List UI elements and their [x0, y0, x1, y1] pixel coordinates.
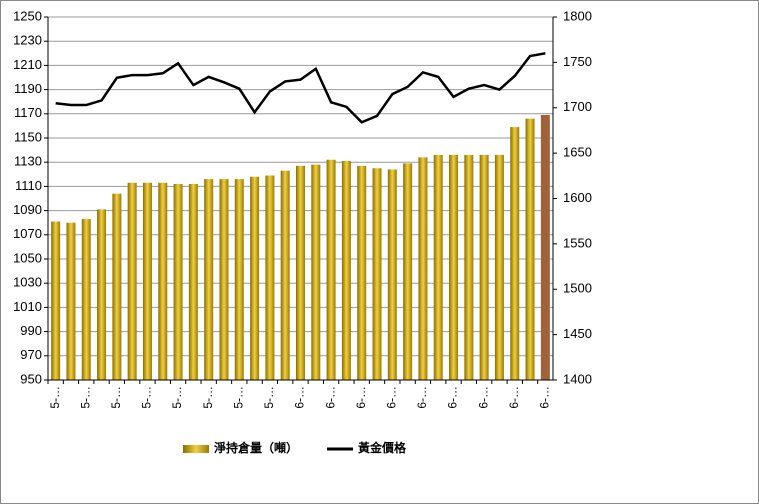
x-tick-label: 5-…: [201, 386, 215, 409]
y2-tick-label: 1400: [563, 371, 592, 386]
bar: [188, 183, 198, 380]
legend-label: 黃金價格: [357, 440, 407, 455]
bar: [433, 154, 443, 380]
bar: [296, 165, 305, 380]
bar: [173, 183, 183, 380]
bar: [250, 176, 260, 380]
x-tick-label: 6-…: [415, 386, 429, 409]
bar: [525, 118, 535, 380]
bar: [372, 168, 382, 380]
y2-tick-label: 1750: [563, 54, 592, 69]
y2-tick-label: 1450: [563, 326, 592, 341]
x-tick-label: 6-…: [323, 386, 337, 409]
y2-tick-label: 1800: [563, 8, 592, 23]
bar: [112, 193, 122, 380]
bar: [265, 175, 275, 380]
y-tick-label: 1150: [14, 129, 42, 144]
x-tick-label: 5-…: [140, 386, 154, 409]
bar: [510, 127, 520, 380]
x-tick-label: 6-…: [384, 386, 398, 409]
bar: [204, 179, 214, 380]
legend: 淨持倉量（噸） 黃金價格: [183, 440, 407, 455]
y-tick-label: 1130: [14, 154, 42, 169]
x-tick-label: 6-…: [293, 386, 307, 409]
x-tick-label: 6-…: [446, 386, 460, 409]
x-tick-label: 5-…: [78, 386, 92, 409]
x-tick-label: 5-…: [109, 386, 123, 409]
bar: [127, 182, 137, 380]
y-tick-label: 1050: [13, 250, 42, 265]
line: [55, 52, 546, 124]
legend-label: 淨持倉量（噸）: [213, 440, 298, 455]
y2-tick-label: 1600: [563, 190, 592, 205]
y2-tick-label: 1500: [563, 281, 592, 296]
y-tick-label: 1210: [13, 57, 42, 72]
y-tick-label: 990: [20, 323, 42, 338]
y-tick-label: 1250: [13, 8, 42, 23]
bar: [51, 221, 61, 380]
bar: [66, 222, 76, 380]
bar: [97, 209, 107, 380]
bar: [479, 154, 489, 380]
x-tick-label: 6-…: [354, 386, 368, 409]
y-tick-label: 1110: [15, 178, 42, 193]
y-tick-label: 970: [20, 347, 42, 362]
x-tick-label: 5-…: [48, 386, 62, 409]
bar: [158, 182, 168, 380]
y2-tick-label: 1650: [563, 145, 592, 160]
bar: [449, 154, 459, 380]
bar: [418, 157, 428, 380]
y-tick-label: 1190: [14, 81, 42, 96]
bar: [341, 160, 351, 380]
y-tick-label: 1230: [13, 33, 42, 48]
y-tick-label: 1030: [13, 275, 42, 290]
bar: [280, 170, 290, 380]
x-tick-label: 6-…: [538, 386, 552, 409]
x-tick-label: 6-…: [476, 386, 490, 409]
bar: [464, 154, 474, 380]
bar: [357, 165, 367, 380]
y2-tick-label: 1550: [563, 235, 592, 250]
bar: [403, 163, 413, 380]
y2-tick-label: 1700: [563, 99, 592, 114]
y-tick-label: 1070: [13, 226, 42, 241]
bar: [494, 154, 504, 380]
y-tick-label: 950: [20, 371, 42, 386]
bar: [540, 115, 550, 380]
bar: [387, 169, 397, 380]
bar: [311, 164, 321, 380]
bar: [81, 219, 91, 380]
bar: [142, 182, 152, 380]
x-tick-label: 5-…: [262, 386, 276, 409]
x-tick-label: 5-…: [231, 386, 245, 409]
bar: [326, 159, 336, 380]
y-tick-label: 1010: [13, 299, 42, 314]
bar: [219, 179, 229, 380]
y-tick-label: 1170: [14, 105, 42, 120]
legend-swatch: [183, 445, 209, 453]
y-tick-label: 1090: [13, 202, 42, 217]
x-tick-label: 6-…: [507, 386, 521, 409]
x-tick-label: 5-…: [170, 386, 184, 409]
bar: [234, 179, 244, 380]
